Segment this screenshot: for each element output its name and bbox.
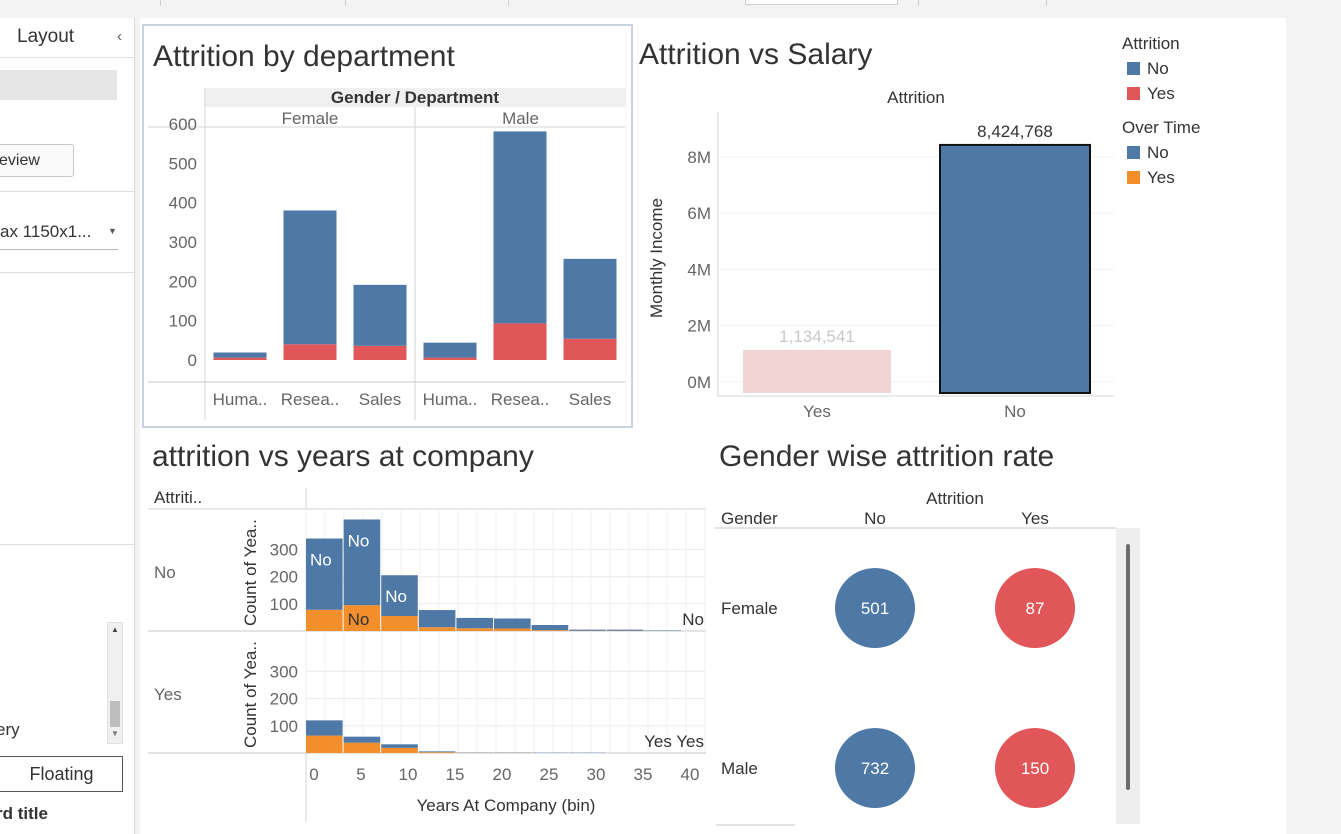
dropdown-arrow-icon[interactable]: ▼ (108, 226, 117, 236)
size-dropdown[interactable]: ax 1150x1... (0, 222, 118, 250)
toolbar-divider (160, 0, 161, 6)
color-legend: Attrition No Yes Over Time No Yes (1122, 34, 1272, 204)
gender-table-zone[interactable]: Gender wise attrition rate (712, 436, 1142, 828)
objects-scrollbar[interactable]: ▲ ▼ (107, 622, 123, 744)
salary-chart-zone[interactable]: Attrition vs Salary (637, 24, 1117, 428)
legend-label: Yes (1147, 84, 1175, 103)
gender-table-title: Gender wise attrition rate (719, 440, 1055, 473)
legend-title-attrition: Attrition (1122, 34, 1180, 53)
device-preview-bar[interactable] (0, 70, 117, 100)
scroll-up-icon[interactable]: ▲ (111, 625, 119, 634)
legend-title-over-time: Over Time (1122, 118, 1201, 137)
years-chart-zone[interactable]: attrition vs years at company (142, 436, 708, 828)
toolbar-field[interactable] (745, 0, 898, 5)
legend-label: No (1147, 59, 1169, 78)
legend-item[interactable]: No (1127, 59, 1169, 78)
layout-side-panel: Layout ‹ eview ax 1150x1... ▼ ▲ ▼ ery Fl… (0, 18, 135, 834)
department-chart-title: Attrition by department (153, 40, 455, 73)
panel-divider (0, 544, 134, 545)
salary-chart-title: Attrition vs Salary (639, 38, 873, 71)
collapse-panel-icon[interactable]: ‹ (117, 28, 122, 45)
toolbar-divider (345, 0, 346, 6)
legend-item[interactable]: Yes (1127, 84, 1175, 103)
canvas-margin (1286, 18, 1341, 834)
toolbar-divider (508, 0, 509, 6)
legend-item[interactable]: No (1127, 143, 1169, 162)
department-chart-zone[interactable]: Attrition by department (142, 24, 633, 428)
layout-tab[interactable]: Layout ‹ (0, 18, 134, 58)
scrollbar-thumb[interactable] (110, 701, 120, 727)
layout-tab-label: Layout (17, 26, 75, 47)
scrollbar-thumb[interactable] (1126, 544, 1130, 790)
show-dashboard-title-checkbox[interactable]: rd title (0, 804, 48, 823)
legend-label: Yes (1147, 168, 1175, 187)
gender-table-scrollbar[interactable] (1116, 528, 1140, 824)
floating-toggle-button[interactable]: Floating (0, 756, 123, 792)
legend-swatch (1127, 87, 1140, 100)
legend-item[interactable]: Yes (1127, 168, 1175, 187)
legend-label: No (1147, 143, 1169, 162)
legend-swatch (1127, 62, 1140, 75)
years-chart-title: attrition vs years at company (152, 440, 534, 473)
query-label: ery (0, 720, 20, 739)
top-toolbar-strip (0, 0, 1341, 18)
toolbar-divider (918, 0, 919, 6)
panel-divider (0, 272, 134, 273)
device-preview-button[interactable]: eview (0, 144, 74, 177)
scroll-down-icon[interactable]: ▼ (111, 729, 119, 738)
legend-swatch (1127, 146, 1140, 159)
legend-swatch (1127, 171, 1140, 184)
toolbar-divider (1046, 0, 1047, 6)
panel-divider (0, 191, 134, 192)
